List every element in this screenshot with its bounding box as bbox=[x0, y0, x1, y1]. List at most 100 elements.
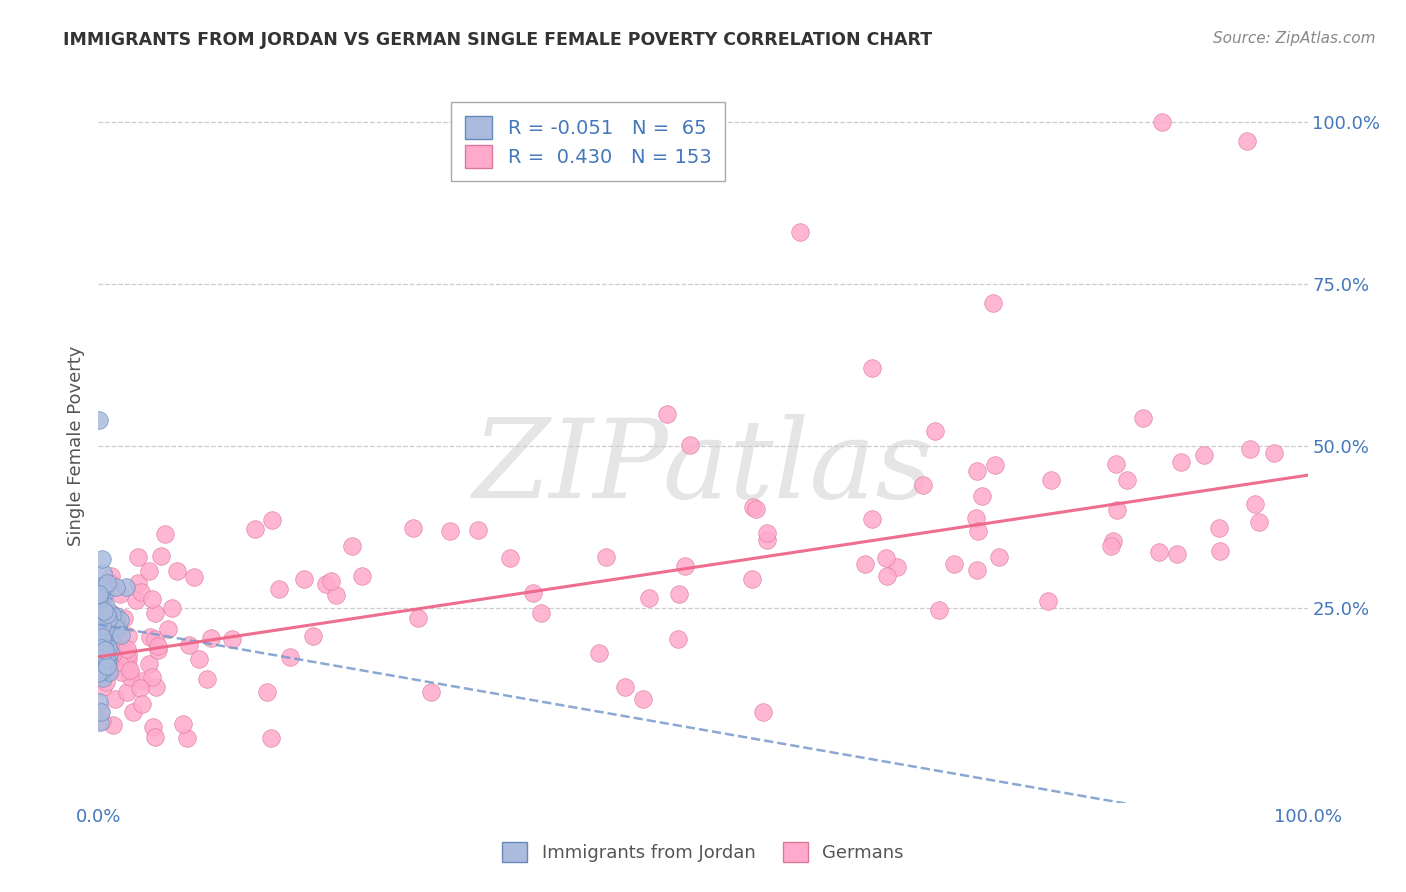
Point bbox=[966, 524, 988, 538]
Point bbox=[96, 665, 118, 680]
Point bbox=[965, 511, 987, 525]
Point bbox=[91, 619, 114, 633]
Point bbox=[741, 572, 763, 586]
Point bbox=[138, 657, 160, 671]
Point bbox=[87, 619, 110, 633]
Point bbox=[315, 577, 337, 591]
Point bbox=[125, 592, 148, 607]
Point bbox=[110, 628, 132, 642]
Point bbox=[115, 641, 138, 656]
Point bbox=[104, 580, 127, 594]
Point bbox=[91, 580, 114, 594]
Point bbox=[1209, 544, 1232, 558]
Point bbox=[187, 652, 209, 666]
Point bbox=[87, 591, 110, 605]
Point bbox=[981, 296, 1004, 310]
Point bbox=[89, 623, 111, 637]
Point bbox=[530, 606, 553, 620]
Point bbox=[115, 658, 138, 673]
Point bbox=[91, 635, 114, 649]
Point bbox=[112, 657, 135, 672]
Point bbox=[98, 655, 121, 669]
Point bbox=[522, 586, 544, 600]
Point bbox=[221, 632, 243, 647]
Point bbox=[111, 643, 134, 657]
Point bbox=[91, 671, 114, 685]
Point bbox=[1244, 497, 1267, 511]
Point bbox=[1152, 114, 1174, 128]
Point bbox=[90, 591, 112, 606]
Point bbox=[260, 731, 283, 745]
Point bbox=[101, 718, 124, 732]
Y-axis label: Single Female Poverty: Single Female Poverty bbox=[66, 346, 84, 546]
Point bbox=[138, 630, 160, 644]
Point bbox=[91, 633, 114, 648]
Point bbox=[467, 524, 489, 538]
Point bbox=[340, 539, 363, 553]
Point bbox=[419, 685, 441, 699]
Point bbox=[103, 640, 125, 654]
Point bbox=[122, 706, 145, 720]
Point bbox=[94, 643, 117, 657]
Point bbox=[90, 637, 112, 651]
Point bbox=[93, 631, 115, 645]
Point bbox=[96, 674, 118, 689]
Point bbox=[96, 643, 118, 657]
Point bbox=[93, 599, 115, 614]
Point bbox=[89, 632, 111, 647]
Point bbox=[668, 587, 690, 601]
Point bbox=[90, 588, 112, 602]
Point bbox=[90, 662, 112, 676]
Point bbox=[87, 695, 110, 709]
Point bbox=[1099, 540, 1122, 554]
Point bbox=[97, 641, 120, 656]
Point bbox=[91, 680, 114, 694]
Point bbox=[741, 500, 763, 515]
Text: ZIPatlas: ZIPatlas bbox=[472, 414, 934, 521]
Point bbox=[1147, 545, 1170, 559]
Point bbox=[90, 641, 112, 656]
Point bbox=[128, 681, 150, 695]
Point bbox=[129, 585, 152, 599]
Point bbox=[166, 564, 188, 578]
Point bbox=[278, 649, 301, 664]
Point bbox=[402, 521, 425, 535]
Point bbox=[90, 643, 112, 657]
Point bbox=[631, 692, 654, 706]
Point bbox=[789, 225, 811, 239]
Point bbox=[104, 609, 127, 624]
Point bbox=[176, 731, 198, 745]
Point bbox=[104, 627, 127, 641]
Point bbox=[145, 680, 167, 694]
Point bbox=[141, 591, 163, 606]
Point bbox=[89, 601, 111, 615]
Point bbox=[319, 574, 342, 589]
Point bbox=[97, 652, 120, 666]
Point bbox=[90, 714, 112, 728]
Point bbox=[1166, 547, 1188, 561]
Point bbox=[911, 477, 934, 491]
Point bbox=[143, 632, 166, 647]
Point bbox=[98, 630, 121, 644]
Point bbox=[97, 612, 120, 626]
Point bbox=[108, 648, 131, 662]
Point bbox=[595, 550, 617, 565]
Point bbox=[1236, 134, 1258, 148]
Point bbox=[301, 629, 323, 643]
Point bbox=[91, 640, 114, 654]
Point bbox=[90, 595, 112, 609]
Point bbox=[87, 666, 110, 681]
Point bbox=[172, 716, 194, 731]
Point bbox=[91, 664, 114, 678]
Point bbox=[103, 615, 125, 629]
Point bbox=[146, 643, 169, 657]
Point bbox=[93, 620, 115, 634]
Point bbox=[120, 670, 142, 684]
Point bbox=[103, 692, 125, 706]
Point bbox=[267, 582, 290, 596]
Point bbox=[638, 591, 661, 605]
Point bbox=[118, 665, 141, 680]
Point bbox=[260, 513, 283, 527]
Point bbox=[93, 663, 115, 677]
Point bbox=[853, 558, 876, 572]
